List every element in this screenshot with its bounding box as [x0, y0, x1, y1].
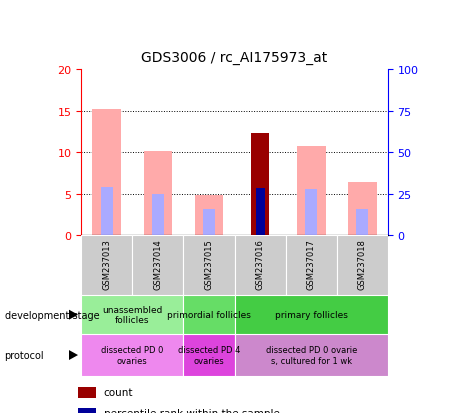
Bar	[81, 235, 132, 295]
Bar	[203, 210, 215, 235]
Text: development stage: development stage	[5, 310, 99, 320]
Bar	[78, 387, 96, 398]
Bar	[305, 189, 317, 235]
Text: unassembled
follicles: unassembled follicles	[102, 305, 162, 325]
Text: GSM237016: GSM237016	[256, 238, 265, 289]
Bar	[81, 335, 184, 376]
Bar	[348, 183, 377, 235]
Text: dissected PD 0
ovaries: dissected PD 0 ovaries	[101, 346, 163, 365]
Bar	[251, 134, 269, 235]
Bar	[132, 235, 184, 295]
Bar	[78, 408, 96, 413]
Bar	[101, 188, 113, 235]
Bar	[235, 235, 285, 295]
Text: protocol: protocol	[5, 350, 44, 360]
Text: primordial follicles: primordial follicles	[167, 311, 251, 319]
Bar	[195, 196, 223, 235]
Bar	[297, 146, 326, 235]
Bar	[285, 235, 337, 295]
Bar	[143, 151, 172, 235]
Text: GSM237015: GSM237015	[204, 238, 213, 289]
Text: GSM237018: GSM237018	[358, 238, 367, 289]
Text: dissected PD 4
ovaries: dissected PD 4 ovaries	[178, 346, 240, 365]
Bar	[92, 110, 121, 235]
Text: primary follicles: primary follicles	[275, 311, 348, 319]
Text: count: count	[104, 387, 133, 397]
Text: dissected PD 0 ovarie
s, cultured for 1 wk: dissected PD 0 ovarie s, cultured for 1 …	[266, 346, 357, 365]
Text: GSM237014: GSM237014	[153, 238, 162, 289]
Bar	[184, 335, 235, 376]
Bar	[356, 210, 368, 235]
Bar	[235, 295, 388, 335]
Bar	[152, 195, 164, 235]
Text: percentile rank within the sample: percentile rank within the sample	[104, 408, 280, 413]
Text: GSM237013: GSM237013	[102, 238, 111, 289]
Bar	[184, 235, 235, 295]
Bar	[184, 295, 235, 335]
Bar	[337, 235, 388, 295]
Bar	[235, 335, 388, 376]
Bar	[256, 188, 265, 235]
Title: GDS3006 / rc_AI175973_at: GDS3006 / rc_AI175973_at	[142, 51, 327, 65]
Bar	[81, 295, 184, 335]
Text: GSM237017: GSM237017	[307, 238, 316, 289]
